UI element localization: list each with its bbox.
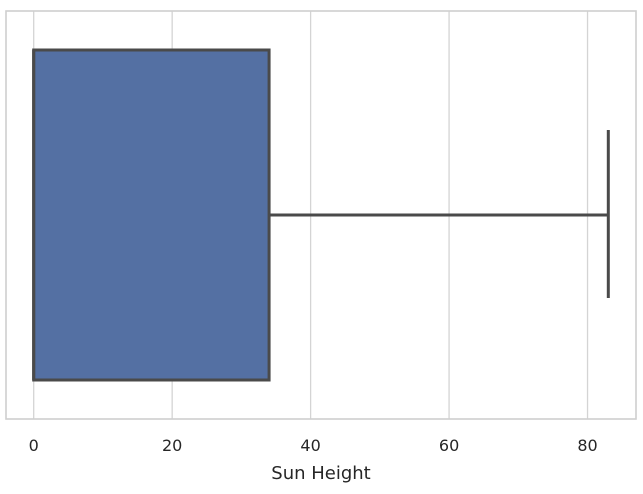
x-tick-label-0: 0 [29,436,39,455]
iqr-box [32,48,271,382]
x-tick-label-40: 40 [300,436,320,455]
x-axis-label: Sun Height [271,463,370,484]
box-layer [32,48,610,382]
x-tick-layer: 0 20 40 60 80 [29,436,598,455]
x-tick-label-20: 20 [162,436,182,455]
plot-frame [5,10,637,420]
x-tick-label-60: 60 [439,436,459,455]
x-tick-label-80: 80 [577,436,597,455]
